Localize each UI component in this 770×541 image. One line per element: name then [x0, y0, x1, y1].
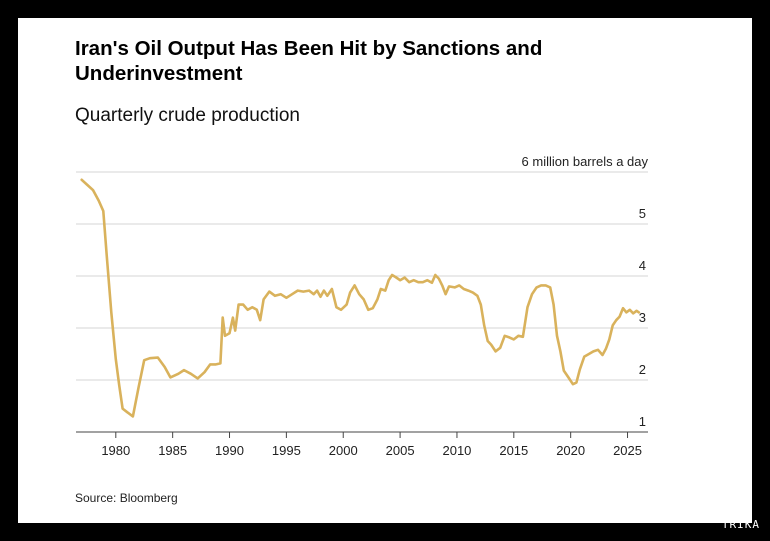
x-tick-label-1985: 1985	[158, 443, 187, 458]
x-tick-label-1995: 1995	[272, 443, 301, 458]
line-chart: 1980 1985 1990 1995 2000 2005 2010 2015 2020 2025…	[76, 154, 649, 458]
x-tick-label-2025: 2025	[613, 443, 642, 458]
watermark: TRIKA	[721, 518, 760, 531]
y-tick-label-5: 5	[639, 206, 646, 221]
y-tick-label-3: 3	[639, 310, 646, 325]
y-tick-label-4: 4	[639, 258, 646, 273]
y-tick-label-1: 1	[639, 414, 646, 429]
x-tick-label-2020: 2020	[556, 443, 585, 458]
x-ticks: 1980 1985 1990 1995 2000 2005 2010 2015 2020 2025	[101, 432, 642, 458]
chart-card: Iran's Oil Output Has Been Hit by Sancti…	[18, 18, 752, 523]
y-unit-label: 6 million barrels a day	[522, 154, 649, 169]
x-tick-label-2010: 2010	[442, 443, 471, 458]
grid-lines	[76, 171, 648, 381]
source-note: Source: Bloomberg	[75, 491, 178, 505]
x-tick-label-2005: 2005	[386, 443, 415, 458]
chart-subtitle: Quarterly crude production	[75, 105, 300, 126]
x-tick-label-2000: 2000	[329, 443, 358, 458]
y-ticks: 1 2 3 4 5 6 million barrels a day	[522, 154, 649, 429]
production-series-line	[80, 178, 641, 418]
y-tick-label-2: 2	[639, 362, 646, 377]
chart-title: Iran's Oil Output Has Been Hit by Sancti…	[75, 37, 543, 85]
x-tick-label-1980: 1980	[101, 443, 130, 458]
x-tick-label-1990: 1990	[215, 443, 244, 458]
x-tick-label-2015: 2015	[499, 443, 528, 458]
